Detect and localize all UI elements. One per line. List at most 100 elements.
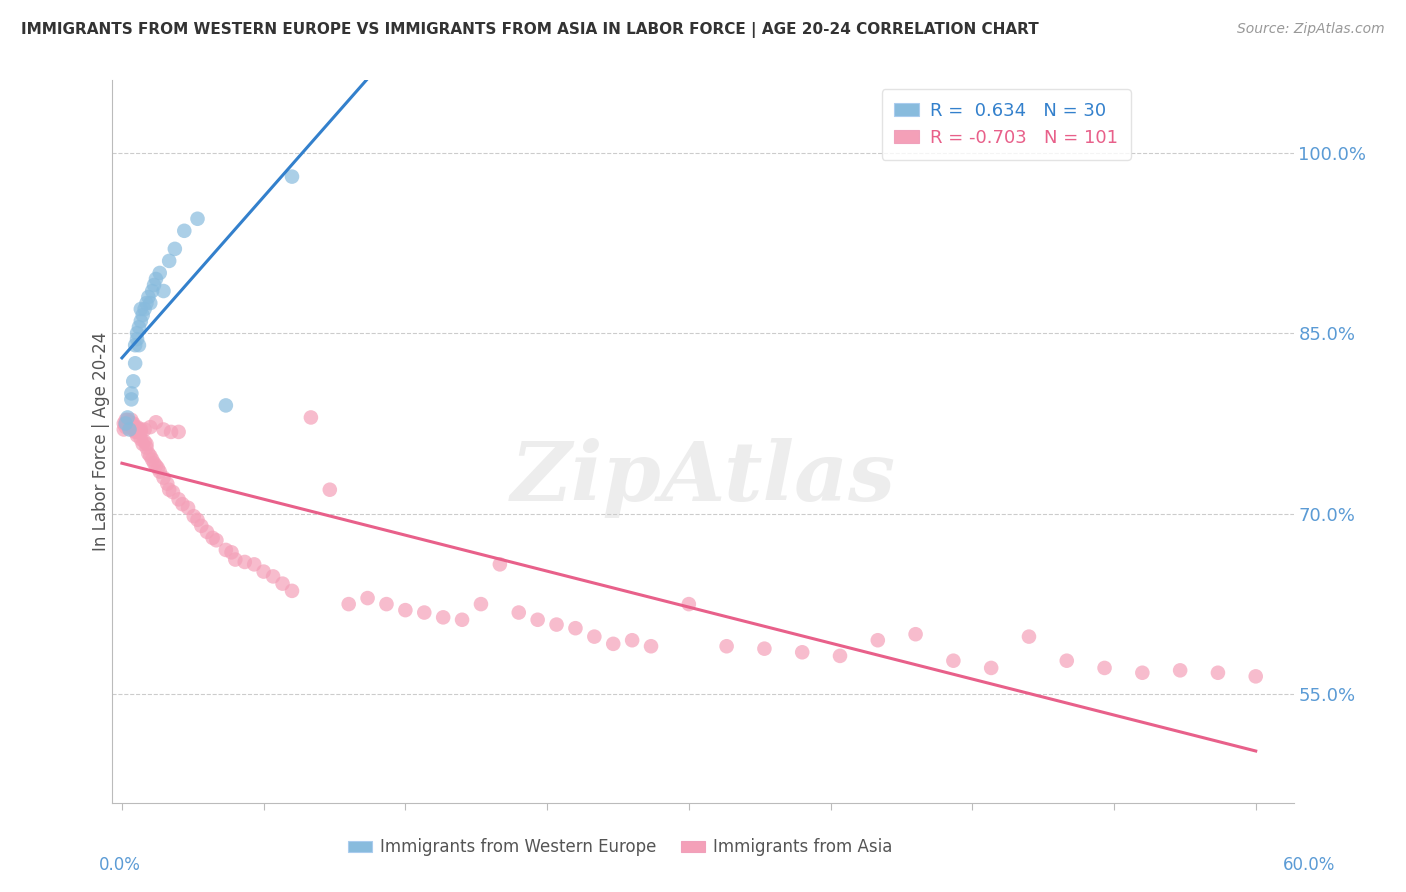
Point	[186, 211, 208, 226]
Point	[132, 437, 155, 451]
Point	[602, 637, 624, 651]
Text: 0.0%: 0.0%	[98, 856, 141, 874]
Point	[122, 417, 145, 431]
Point	[243, 558, 266, 572]
Point	[118, 417, 141, 431]
Point	[129, 301, 152, 317]
Point	[205, 533, 228, 548]
Point	[828, 648, 851, 663]
Point	[281, 583, 304, 598]
Point	[129, 425, 152, 439]
Point	[546, 617, 568, 632]
Point	[177, 500, 200, 515]
Point	[224, 552, 246, 566]
Point	[134, 434, 156, 449]
Point	[489, 558, 512, 572]
Point	[172, 497, 194, 511]
Point	[114, 420, 136, 434]
Point	[122, 423, 145, 437]
Point	[152, 423, 174, 437]
Point	[1206, 665, 1229, 680]
Point	[356, 591, 378, 605]
Point	[221, 545, 243, 559]
Point	[117, 410, 139, 425]
Point	[122, 374, 145, 388]
Point	[122, 420, 145, 434]
Text: ZipAtlas: ZipAtlas	[510, 438, 896, 517]
Point	[508, 606, 530, 620]
Point	[262, 569, 284, 583]
Point	[157, 483, 180, 497]
Point	[186, 513, 208, 527]
Point	[135, 441, 157, 455]
Point	[375, 597, 398, 611]
Point	[583, 630, 606, 644]
Point	[1244, 669, 1267, 683]
Point	[145, 458, 167, 473]
Point	[118, 417, 141, 432]
Point	[125, 332, 148, 346]
Point	[160, 425, 183, 439]
Point	[621, 633, 644, 648]
Point	[112, 417, 135, 431]
Point	[138, 290, 160, 304]
Point	[146, 461, 169, 475]
Point	[253, 565, 276, 579]
Point	[124, 425, 146, 439]
Point	[117, 415, 139, 429]
Point	[141, 452, 163, 467]
Point	[904, 627, 927, 641]
Point	[451, 613, 474, 627]
Point	[167, 492, 190, 507]
Point	[394, 603, 416, 617]
Text: Source: ZipAtlas.com: Source: ZipAtlas.com	[1237, 22, 1385, 37]
Point	[139, 449, 162, 463]
Point	[152, 284, 174, 298]
Point	[271, 576, 294, 591]
Point	[167, 425, 190, 439]
Y-axis label: In Labor Force | Age 20-24: In Labor Force | Age 20-24	[93, 332, 110, 551]
Point	[190, 519, 212, 533]
Point	[143, 456, 166, 470]
Point	[118, 423, 141, 437]
Point	[678, 597, 700, 611]
Point	[470, 597, 492, 611]
Point	[120, 418, 142, 433]
Point	[135, 437, 157, 451]
Point	[143, 277, 166, 292]
Point	[792, 645, 814, 659]
Point	[112, 423, 135, 437]
Point	[129, 432, 152, 446]
Point	[145, 415, 167, 429]
Point	[125, 420, 148, 434]
Point	[201, 531, 224, 545]
Point	[156, 476, 179, 491]
Point	[114, 413, 136, 427]
Point	[215, 542, 238, 557]
Point	[281, 169, 304, 184]
Point	[114, 417, 136, 431]
Point	[163, 242, 186, 256]
Text: IMMIGRANTS FROM WESTERN EUROPE VS IMMIGRANTS FROM ASIA IN LABOR FORCE | AGE 20-2: IMMIGRANTS FROM WESTERN EUROPE VS IMMIGR…	[21, 22, 1039, 38]
Point	[866, 633, 889, 648]
Point	[129, 423, 152, 437]
Point	[132, 308, 155, 322]
Point	[1130, 665, 1153, 680]
Point	[233, 555, 256, 569]
Point	[432, 610, 454, 624]
Point	[337, 597, 360, 611]
Point	[139, 420, 162, 434]
Point	[162, 485, 184, 500]
Point	[124, 420, 146, 434]
Point	[134, 423, 156, 437]
Point	[125, 326, 148, 341]
Point	[134, 301, 156, 317]
Point	[157, 253, 180, 268]
Point	[128, 423, 150, 437]
Point	[118, 415, 141, 429]
Point	[1094, 661, 1116, 675]
Point	[1018, 630, 1040, 644]
Point	[117, 418, 139, 433]
Point	[173, 224, 195, 238]
Point	[413, 606, 436, 620]
